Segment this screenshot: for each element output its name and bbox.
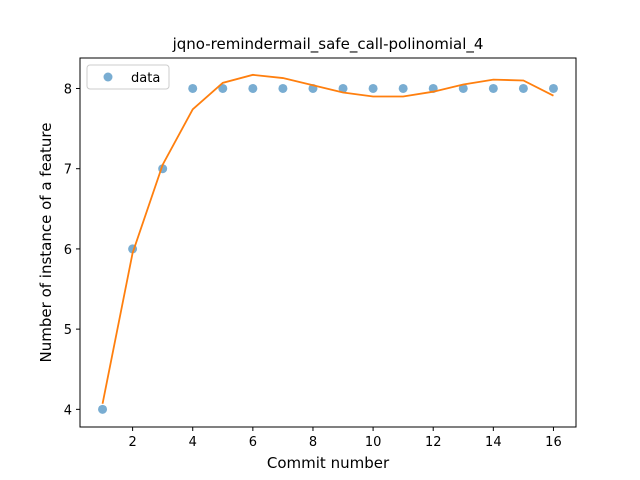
legend-box bbox=[86, 64, 170, 90]
y-axis-label: Number of instance of a feature bbox=[37, 123, 55, 363]
x-tick-label: 10 bbox=[365, 435, 382, 450]
data-point bbox=[518, 83, 528, 93]
legend-marker-data bbox=[103, 72, 113, 82]
data-point bbox=[98, 404, 108, 414]
x-tick-label: 12 bbox=[425, 435, 442, 450]
plot-frame bbox=[79, 57, 577, 428]
data-point bbox=[218, 83, 228, 93]
data-point bbox=[338, 83, 348, 93]
legend-label-data: data bbox=[131, 71, 160, 86]
data-point bbox=[488, 83, 498, 93]
x-tick-label: 8 bbox=[309, 435, 317, 450]
plot-area bbox=[98, 73, 558, 414]
x-axis: 2 4 6 8 10 12 14 16 bbox=[128, 427, 562, 450]
x-axis-label: Commit number bbox=[267, 454, 390, 472]
y-axis: 4 5 6 7 8 bbox=[64, 82, 80, 418]
y-tick-label: 8 bbox=[64, 82, 72, 97]
y-tick-label: 4 bbox=[64, 403, 72, 418]
chart-title: jqno-remindermail_safe_call-polinomial_4 bbox=[172, 35, 484, 54]
data-point bbox=[398, 83, 408, 93]
y-tick-label: 7 bbox=[64, 163, 72, 178]
data-point bbox=[188, 83, 198, 93]
data-point bbox=[278, 83, 288, 93]
x-tick-label: 6 bbox=[249, 435, 257, 450]
y-tick-label: 5 bbox=[64, 323, 72, 338]
fit-line bbox=[101, 73, 554, 404]
x-tick-label: 4 bbox=[189, 435, 197, 450]
y-tick-label: 6 bbox=[64, 243, 72, 258]
x-tick-label: 14 bbox=[485, 435, 502, 450]
x-tick-label: 16 bbox=[545, 435, 562, 450]
data-point bbox=[548, 83, 558, 93]
data-point bbox=[368, 83, 378, 93]
data-point bbox=[458, 83, 468, 93]
x-tick-label: 2 bbox=[128, 435, 136, 450]
legend: data bbox=[86, 64, 170, 90]
data-point bbox=[248, 83, 258, 93]
